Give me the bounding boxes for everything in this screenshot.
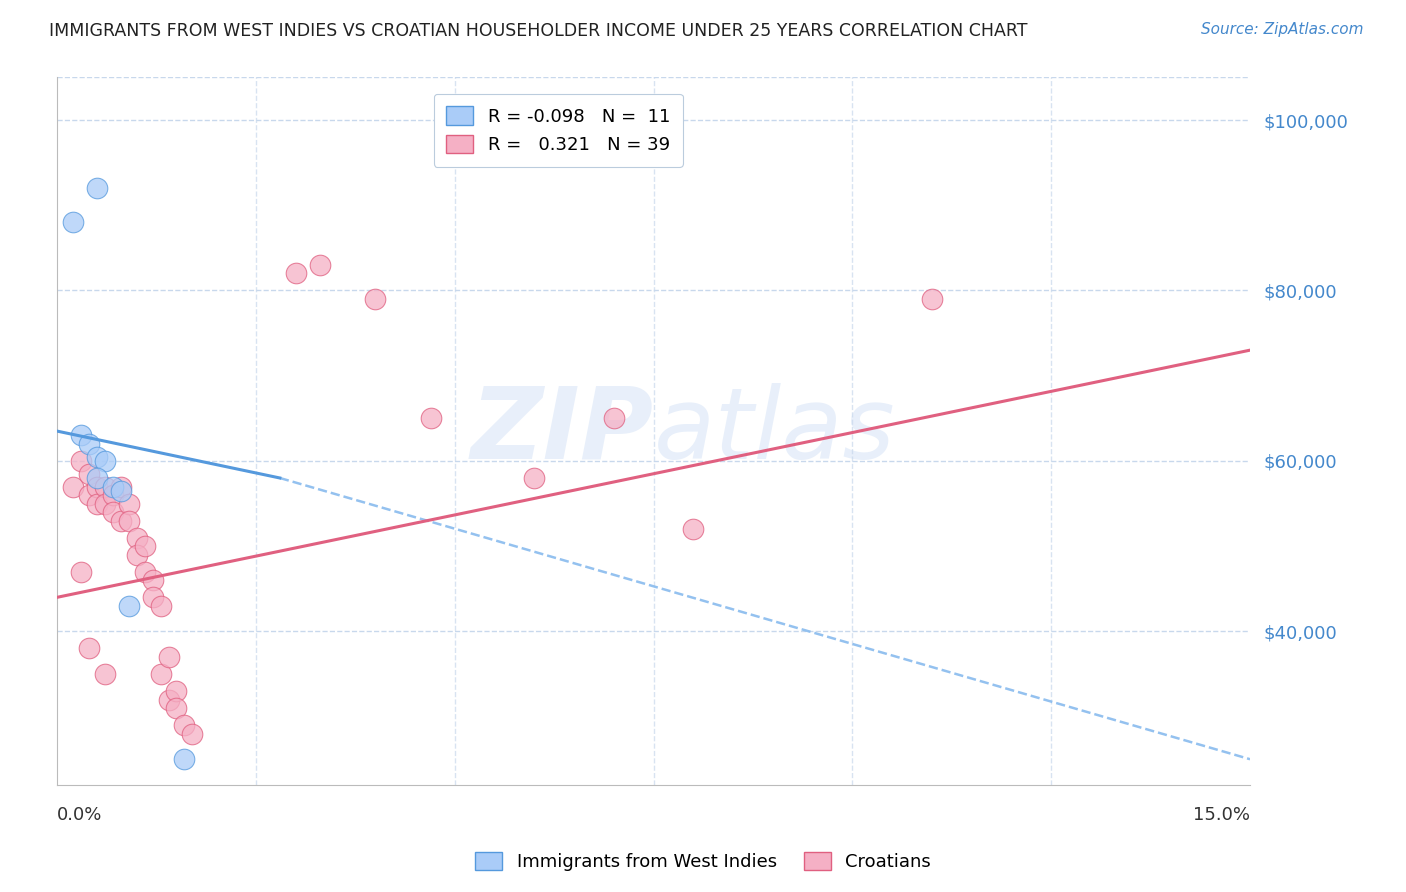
- Point: [94, 454, 117, 468]
- Legend: R = -0.098   N =  11, R =   0.321   N = 39: R = -0.098 N = 11, R = 0.321 N = 39: [433, 94, 683, 167]
- Text: Source: ZipAtlas.com: Source: ZipAtlas.com: [1201, 22, 1364, 37]
- Point: [110, 483, 132, 498]
- Point: [70, 454, 93, 468]
- Point: [86, 181, 108, 195]
- Point: [118, 599, 141, 613]
- Point: [118, 514, 141, 528]
- Text: atlas: atlas: [654, 383, 896, 480]
- Point: [86, 497, 108, 511]
- Point: [125, 531, 148, 545]
- Point: [157, 692, 180, 706]
- Point: [70, 428, 93, 442]
- Point: [149, 667, 172, 681]
- Point: [77, 437, 100, 451]
- Point: [94, 667, 117, 681]
- Point: [420, 411, 443, 425]
- Point: [77, 488, 100, 502]
- Point: [77, 641, 100, 656]
- Point: [94, 497, 117, 511]
- Point: [62, 215, 84, 229]
- Point: [181, 726, 204, 740]
- Point: [86, 471, 108, 485]
- Point: [110, 479, 132, 493]
- Point: [101, 488, 124, 502]
- Point: [110, 514, 132, 528]
- Legend: Immigrants from West Indies, Croatians: Immigrants from West Indies, Croatians: [468, 845, 938, 879]
- Point: [142, 574, 165, 588]
- Point: [173, 752, 195, 766]
- Point: [134, 565, 156, 579]
- Point: [70, 565, 93, 579]
- Point: [173, 718, 195, 732]
- Point: [94, 479, 117, 493]
- Text: 0.0%: 0.0%: [58, 806, 103, 824]
- Point: [62, 479, 84, 493]
- Point: [157, 649, 180, 664]
- Point: [364, 292, 387, 306]
- Point: [118, 497, 141, 511]
- Text: IMMIGRANTS FROM WEST INDIES VS CROATIAN HOUSEHOLDER INCOME UNDER 25 YEARS CORREL: IMMIGRANTS FROM WEST INDIES VS CROATIAN …: [49, 22, 1028, 40]
- Point: [921, 292, 943, 306]
- Point: [166, 684, 188, 698]
- Point: [86, 450, 108, 464]
- Point: [284, 267, 307, 281]
- Point: [125, 548, 148, 562]
- Point: [134, 539, 156, 553]
- Point: [603, 411, 626, 425]
- Text: 15.0%: 15.0%: [1194, 806, 1250, 824]
- Point: [142, 591, 165, 605]
- Point: [77, 467, 100, 481]
- Text: ZIP: ZIP: [471, 383, 654, 480]
- Point: [149, 599, 172, 613]
- Point: [166, 701, 188, 715]
- Point: [523, 471, 546, 485]
- Point: [86, 479, 108, 493]
- Point: [101, 479, 124, 493]
- Point: [308, 258, 330, 272]
- Point: [101, 505, 124, 519]
- Point: [682, 522, 704, 536]
